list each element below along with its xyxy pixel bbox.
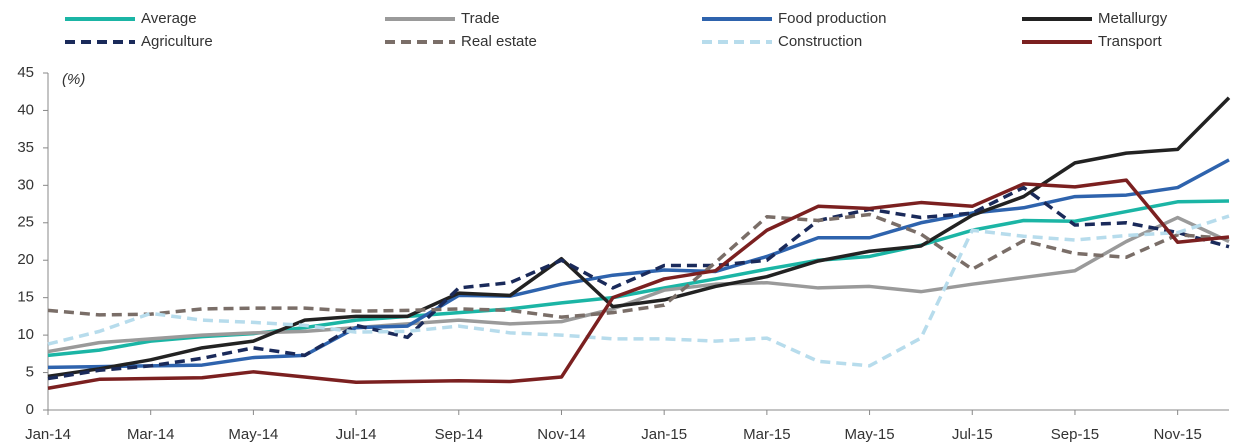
legend-label: Metallurgy: [1098, 10, 1168, 27]
y-tick-label: 10: [17, 326, 34, 343]
x-tick-label: May-15: [845, 426, 895, 443]
x-tick-label: Sep-15: [1051, 426, 1099, 443]
unit-annotation: (%): [62, 71, 85, 88]
legend-label: Real estate: [461, 33, 537, 50]
x-tick-label: Mar-15: [743, 426, 791, 443]
legend-label: Food production: [778, 10, 886, 27]
x-tick-label: Jul-14: [336, 426, 377, 443]
y-tick-label: 0: [26, 401, 34, 418]
legend-label: Construction: [778, 33, 862, 50]
x-tick-label: Mar-14: [127, 426, 175, 443]
series-line: [47, 185, 1230, 381]
y-tick-label: 45: [17, 64, 34, 81]
series-line: [47, 212, 1230, 319]
series-line: [47, 199, 1230, 358]
series-line: [47, 158, 1230, 370]
legend-label: Agriculture: [141, 33, 213, 50]
x-tick-label: Jan-15: [641, 426, 687, 443]
series-line: [47, 96, 1231, 379]
y-tick-label: 15: [17, 289, 34, 306]
y-tick-label: 35: [17, 139, 34, 156]
legend-label: Trade: [461, 10, 500, 27]
x-tick-label: May-14: [228, 426, 278, 443]
legend-label: Average: [141, 10, 197, 27]
x-tick-label: Jul-15: [952, 426, 993, 443]
series-line: [47, 178, 1230, 391]
x-tick-label: Nov-14: [537, 426, 585, 443]
legend-label: Transport: [1098, 33, 1162, 50]
y-tick-label: 20: [17, 251, 34, 268]
y-tick-label: 5: [26, 364, 34, 381]
series-line: [47, 215, 1230, 354]
x-tick-label: Nov-15: [1153, 426, 1201, 443]
y-tick-label: 30: [17, 176, 34, 193]
x-tick-label: Sep-14: [435, 426, 483, 443]
y-tick-label: 25: [17, 214, 34, 231]
x-tick-label: Jan-14: [25, 426, 71, 443]
series-line: [47, 214, 1230, 368]
y-tick-label: 40: [17, 101, 34, 118]
